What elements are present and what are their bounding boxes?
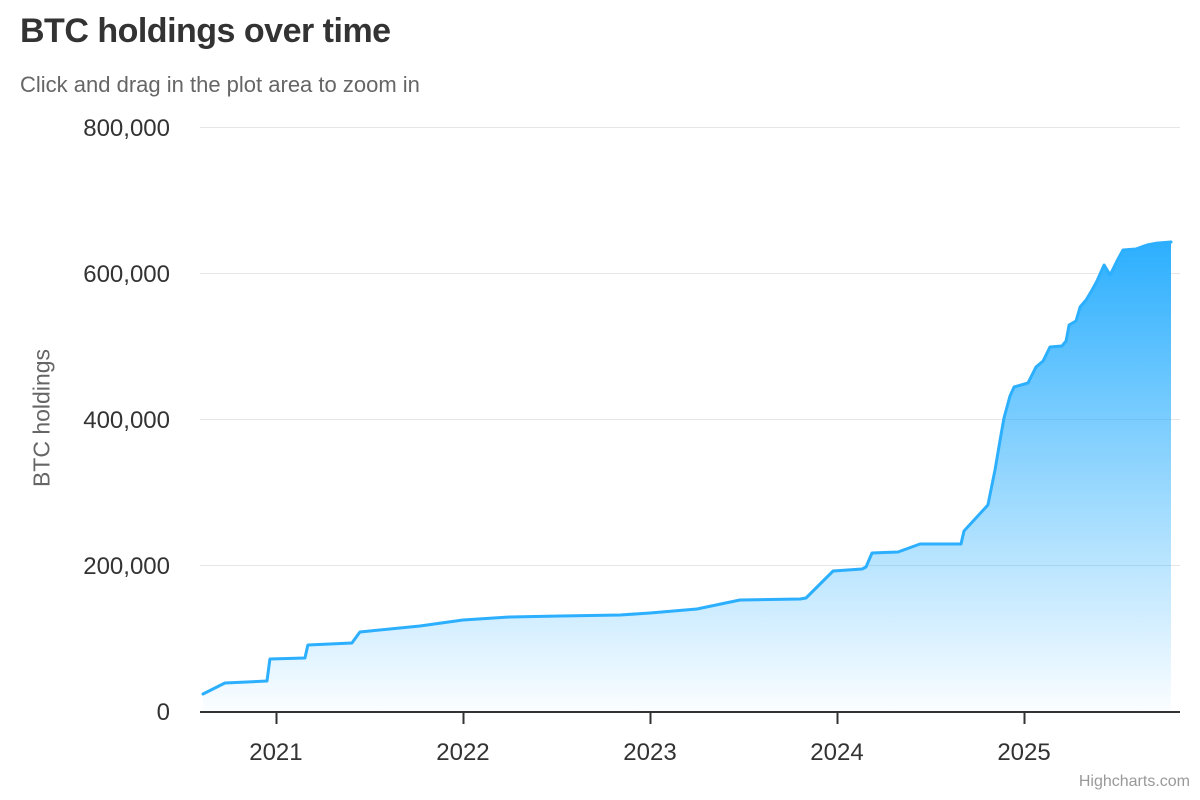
- x-axis-label: 2023: [623, 739, 676, 766]
- area-fill: [203, 242, 1171, 711]
- x-axis-label: 2021: [249, 739, 302, 766]
- highcharts-credits-link[interactable]: Highcharts.com: [1078, 773, 1190, 790]
- plot-area-zoom-surface[interactable]: [200, 127, 1180, 711]
- series-line: [201, 240, 1173, 696]
- x-axis-label: 2024: [810, 739, 863, 766]
- y-axis-label: 600,000: [83, 261, 170, 288]
- x-axis-label: 2022: [436, 739, 489, 766]
- y-axis-label: 400,000: [83, 407, 170, 434]
- chart-subtitle: Click and drag in the plot area to zoom …: [20, 72, 420, 97]
- y-axis-label: 800,000: [83, 115, 170, 142]
- y-axis-label: 0: [157, 699, 170, 726]
- x-axis-label: 2025: [997, 739, 1050, 766]
- y-axis-label: 200,000: [83, 553, 170, 580]
- chart-title: BTC holdings over time: [20, 12, 391, 50]
- y-axis-title: BTC holdings: [28, 348, 55, 488]
